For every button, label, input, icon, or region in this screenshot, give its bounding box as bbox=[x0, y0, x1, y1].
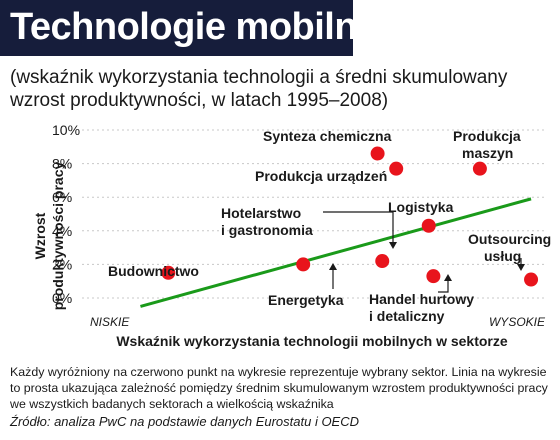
y-axis-label-line-1: Wzrost bbox=[32, 212, 48, 259]
arrow-head bbox=[329, 263, 337, 270]
y-tick-label: 6% bbox=[52, 189, 72, 205]
point-label-outsourcing-line-2: usług bbox=[484, 248, 521, 264]
leader-line bbox=[323, 211, 394, 242]
point-label-handel-line-2: i detaliczny bbox=[369, 308, 445, 324]
y-tick-labels: 0% 2% 4% 6% 8% 10% bbox=[52, 122, 80, 306]
y-tick-label: 4% bbox=[52, 223, 72, 239]
y-axis-label-line-2: produktywności pracy bbox=[50, 161, 66, 310]
point-label-handel-line-1: Handel hurtowy bbox=[369, 291, 474, 307]
data-point-logistyka bbox=[421, 218, 436, 233]
subtitle-line-2: wzrost produktywności, w latach 1995–200… bbox=[10, 90, 389, 111]
point-label-urzadzenia: Produkcja urządzeń bbox=[255, 168, 387, 184]
point-label-energetyka: Energetyka bbox=[268, 292, 344, 308]
point-label-hotelarstwo-line-1: Hotelarstwo bbox=[221, 205, 301, 221]
y-tick-label: 0% bbox=[52, 290, 72, 306]
point-label-logistyka: Logistyka bbox=[388, 199, 454, 215]
data-point-urzadzenia bbox=[389, 161, 404, 176]
title-bar: Technologie mobilne bbox=[0, 0, 378, 56]
x-axis-low-label: NISKIE bbox=[90, 315, 130, 329]
leader-arrows bbox=[323, 211, 525, 293]
data-point-Budowinctwo_placeholder bbox=[161, 265, 176, 280]
subtitle-line-1: (wskaźnik wykorzystania technologii a śr… bbox=[10, 67, 508, 88]
chart-subtitle: (wskaźnik wykorzystania technologii a śr… bbox=[10, 66, 550, 112]
point-label-maszyny-line-2: maszyn bbox=[462, 145, 513, 161]
page-title: Technologie mobilne bbox=[10, 6, 378, 48]
point-label-Budowinctwo_placeholder: Budownictwo bbox=[108, 263, 199, 279]
data-point-outsourcing bbox=[524, 272, 539, 287]
data-point-handel bbox=[426, 269, 441, 284]
leader-line bbox=[438, 281, 449, 293]
source-note: Źródło: analiza PwC na podstawie danych … bbox=[10, 414, 360, 429]
point-label-maszyny-line-1: Produkcja bbox=[453, 128, 521, 144]
y-tick-label: 8% bbox=[52, 156, 72, 172]
footnote: Każdy wyróżniony na czerwono punkt na wy… bbox=[10, 365, 548, 411]
y-tick-label: 2% bbox=[52, 256, 72, 272]
x-axis-high-label: WYSOKIE bbox=[489, 315, 546, 329]
data-point-energetyka bbox=[296, 257, 311, 272]
arrow-head bbox=[444, 274, 452, 281]
grid-lines bbox=[82, 129, 545, 299]
trend-line bbox=[140, 197, 532, 308]
x-axis-label: Wskaźnik wykorzystania technologii mobil… bbox=[116, 333, 508, 349]
arrow-head bbox=[389, 242, 397, 249]
y-tick-label: 10% bbox=[52, 122, 80, 138]
data-points bbox=[161, 146, 539, 287]
data-point-synteza bbox=[370, 146, 385, 161]
point-label-synteza: Synteza chemiczna bbox=[263, 128, 392, 144]
data-point-maszyny bbox=[472, 161, 487, 176]
point-label-outsourcing-line-1: Outsourcing bbox=[468, 231, 551, 247]
point-label-hotelarstwo-line-2: i gastronomia bbox=[221, 222, 313, 238]
arrow-head bbox=[517, 264, 525, 271]
trend-line-group bbox=[140, 197, 532, 308]
data-point-hotelarstwo bbox=[375, 254, 390, 269]
scatter-chart: 0% 2% 4% 6% 8% 10% Budownictwo Energetyka Hotel… bbox=[32, 122, 551, 349]
